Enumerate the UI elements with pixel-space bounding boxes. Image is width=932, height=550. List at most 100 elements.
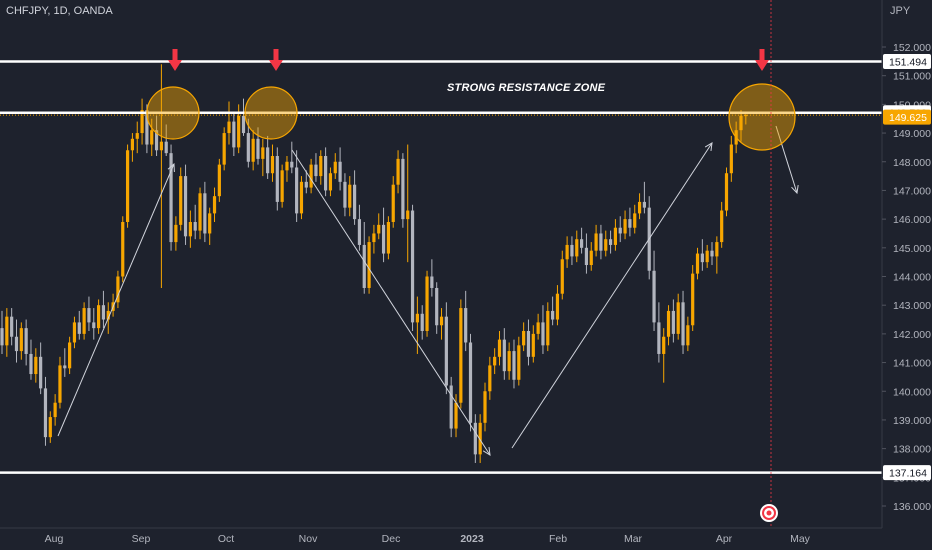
highlight-circles — [146, 83, 796, 151]
candle-body — [150, 130, 154, 145]
candle-body — [343, 181, 347, 208]
candle-body — [425, 276, 429, 332]
candle-body — [275, 156, 279, 202]
candle-body — [352, 184, 357, 220]
candle-body — [34, 356, 38, 375]
candle-body — [401, 158, 405, 220]
symbol-label[interactable]: CHFJPY, 1D, OANDA — [6, 5, 113, 17]
trend-arrow-up-1-head — [167, 162, 175, 173]
candle-body — [637, 201, 642, 214]
candle-body — [671, 310, 675, 334]
candle-body — [507, 351, 511, 372]
candle-body — [367, 242, 371, 288]
candle-body — [183, 176, 188, 237]
trend-arrow-down-2 — [775, 125, 798, 194]
candle-body — [140, 110, 144, 134]
candle-body — [493, 356, 497, 366]
candle-body — [715, 242, 719, 257]
candle-body — [14, 336, 19, 352]
candle-body — [628, 219, 632, 228]
candle-body — [710, 250, 714, 257]
candle-body — [497, 339, 502, 357]
time-label: May — [790, 533, 811, 545]
candle-body — [681, 302, 685, 346]
candle-body — [159, 141, 163, 151]
down-marker-head — [755, 60, 769, 71]
candle-body — [314, 164, 318, 177]
candle-body — [575, 239, 579, 257]
target-icon-ring — [762, 506, 776, 520]
candle-body — [410, 210, 415, 323]
candle-body — [488, 365, 492, 392]
candle-body — [439, 316, 444, 326]
candle-body — [396, 158, 400, 185]
candle-body — [512, 351, 516, 380]
price-tick-label: 147.000 — [893, 185, 931, 197]
trend-arrow-down-1-head — [482, 447, 491, 456]
candle-body — [560, 259, 564, 294]
candle-body — [623, 219, 627, 234]
candle-body — [77, 322, 81, 334]
price-tick-label: 139.000 — [893, 415, 931, 427]
trend-arrow-up-2 — [511, 142, 713, 449]
candle-body — [116, 276, 120, 303]
trend-arrow-down-2-head — [791, 185, 799, 195]
candle-body — [304, 181, 308, 188]
candle-body — [372, 233, 376, 243]
candle-body — [39, 356, 43, 389]
candle-body — [169, 153, 173, 243]
candle-body — [328, 173, 333, 191]
time-label: Nov — [299, 533, 318, 545]
candle-body — [324, 156, 328, 191]
candle-body — [58, 365, 62, 403]
down-marker-stem — [759, 49, 765, 60]
candle-body — [584, 247, 589, 266]
candle-body — [744, 115, 748, 117]
target-icon-dot — [766, 510, 772, 516]
price-tick-label: 138.000 — [893, 444, 931, 456]
candle-body — [459, 308, 463, 403]
candle-body — [691, 273, 695, 326]
candle-body — [5, 316, 9, 346]
price-tick-label: 146.000 — [893, 214, 931, 226]
trend-arrow-up-1 — [57, 163, 175, 437]
candle-body — [280, 170, 284, 202]
candle-body — [63, 365, 67, 369]
candle-body — [415, 313, 419, 323]
candle-body — [198, 193, 202, 231]
candle-body — [483, 391, 487, 423]
candle-body — [106, 310, 110, 320]
candle-body — [87, 308, 91, 323]
candle-body — [295, 167, 299, 214]
candle-body — [686, 325, 690, 346]
candle-body — [531, 333, 535, 357]
time-label: Dec — [382, 533, 401, 545]
down-marker-head — [168, 60, 182, 71]
time-axis: Aug Sep Oct Nov Dec 2023 Feb Mar Apr May — [0, 527, 882, 545]
candle-body — [212, 196, 217, 214]
candle-body — [700, 253, 704, 263]
candle-body — [145, 110, 149, 145]
candle-body — [444, 316, 448, 386]
candle-body — [536, 322, 540, 334]
candle-body — [357, 219, 362, 245]
time-label: Mar — [624, 533, 643, 545]
candle-body — [430, 276, 434, 288]
level-tag — [883, 465, 931, 481]
candle-body — [43, 388, 48, 438]
candle-body — [720, 210, 724, 243]
price-axis: 152.000151.000150.000149.000148.000147.0… — [881, 0, 932, 550]
candle-body — [570, 244, 574, 257]
level-tag-label: 137.164 — [889, 468, 927, 480]
candle-body — [705, 250, 709, 263]
candle-body — [608, 239, 613, 245]
candle-body — [203, 193, 207, 234]
candle-body — [338, 161, 342, 182]
candle-body — [270, 156, 275, 174]
trend-arrow-down-1 — [291, 149, 491, 456]
candle-body — [377, 224, 381, 234]
level-tag — [883, 54, 931, 70]
candle-body — [381, 224, 386, 254]
